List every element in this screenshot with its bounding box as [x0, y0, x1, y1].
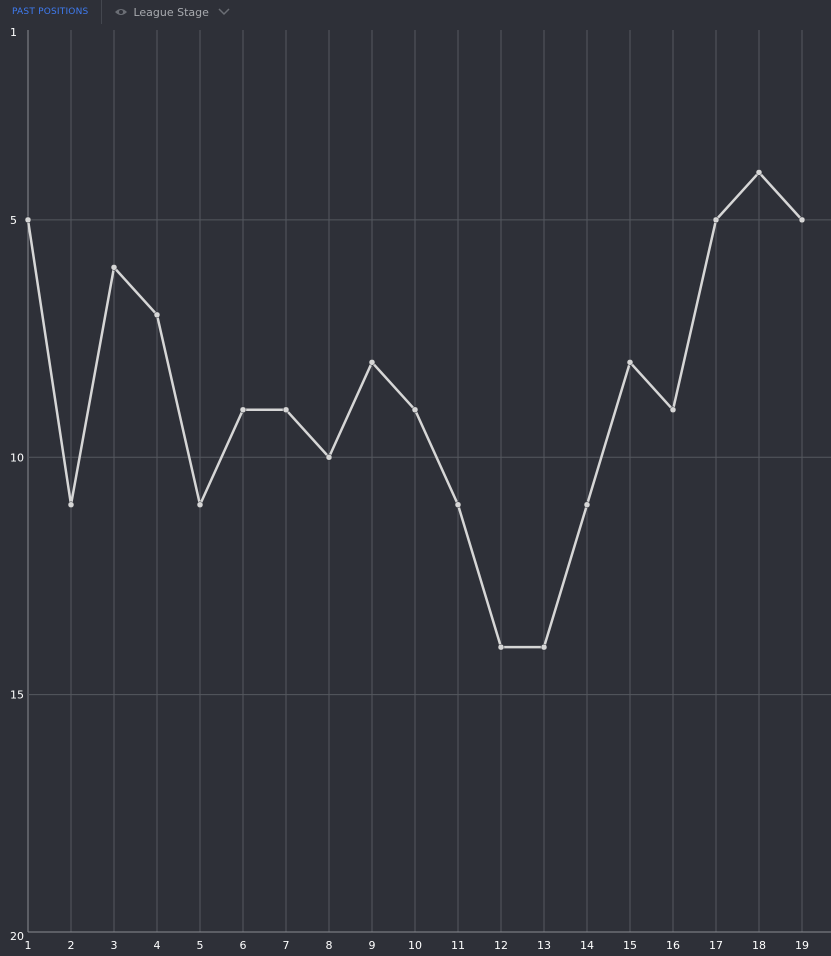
data-point	[110, 264, 118, 271]
x-tick-label: 13	[537, 939, 551, 952]
data-point	[24, 216, 32, 224]
data-point	[196, 501, 204, 508]
y-tick-label: 5	[10, 214, 17, 227]
x-tick-label: 3	[111, 939, 118, 952]
data-point	[497, 643, 505, 651]
x-tick-label: 7	[283, 939, 290, 952]
data-point	[67, 501, 75, 508]
x-tick-label: 8	[326, 939, 333, 952]
data-point	[669, 406, 677, 414]
stage-dropdown[interactable]: League Stage	[102, 5, 230, 19]
y-tick-label: 15	[10, 689, 24, 702]
x-tick-label: 19	[795, 939, 809, 952]
y-tick-label: 10	[10, 451, 24, 464]
x-tick-label: 10	[408, 939, 422, 952]
chart-header: PAST POSITIONS League Stage	[0, 0, 831, 24]
x-tick-label: 1	[25, 939, 32, 952]
header-divider	[101, 0, 103, 24]
x-tick-label: 16	[666, 939, 680, 952]
data-point	[239, 406, 247, 414]
data-point	[712, 216, 720, 224]
stage-label: League Stage	[133, 5, 209, 19]
x-tick-label: 2	[68, 939, 75, 952]
data-point	[325, 454, 333, 461]
y-tick-label: 1	[10, 26, 17, 39]
chevron-down-icon	[218, 8, 230, 16]
tab-past-positions[interactable]: PAST POSITIONS	[12, 7, 89, 17]
eye-icon	[115, 9, 128, 15]
x-tick-label: 14	[580, 939, 594, 952]
data-point	[583, 501, 591, 508]
x-tick-label: 18	[752, 939, 766, 952]
data-point	[798, 216, 806, 224]
data-point	[368, 359, 376, 366]
x-tick-label: 4	[154, 939, 161, 952]
x-tick-label: 11	[451, 939, 465, 952]
data-point	[282, 406, 290, 414]
data-point	[755, 169, 763, 176]
data-point	[626, 359, 634, 366]
data-point	[153, 311, 161, 319]
y-tick-label: 20	[10, 930, 24, 943]
x-tick-label: 9	[369, 939, 376, 952]
data-point	[411, 406, 419, 414]
data-point	[454, 501, 462, 508]
x-tick-label: 6	[240, 939, 247, 952]
data-point	[540, 643, 548, 651]
x-tick-label: 12	[494, 939, 508, 952]
x-tick-label: 17	[709, 939, 723, 952]
x-tick-label: 5	[197, 939, 204, 952]
x-tick-label: 15	[623, 939, 637, 952]
